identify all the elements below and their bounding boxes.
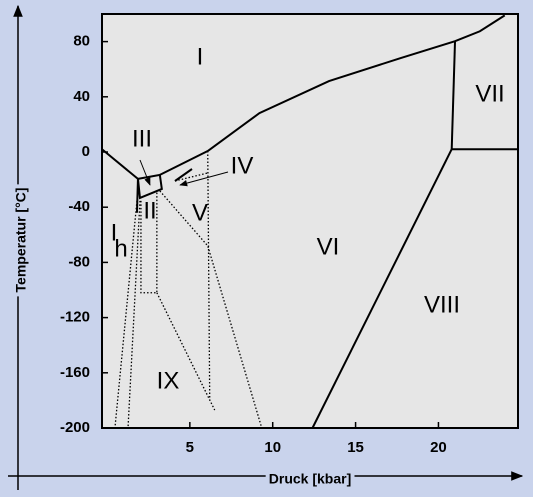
plot-frame — [101, 13, 519, 429]
arrow-iii — [139, 159, 151, 186]
x-tick-label: 20 — [430, 439, 447, 456]
y-tick-label: 80 — [73, 33, 90, 50]
y-tick-label: -40 — [68, 198, 90, 215]
arrow-iv — [179, 171, 229, 187]
phase-boundary — [114, 200, 138, 429]
phase-boundary — [450, 41, 457, 150]
phase-boundary — [207, 151, 211, 401]
phase-boundary — [136, 173, 163, 200]
region-label: I — [197, 43, 204, 70]
plot-area — [102, 14, 518, 428]
y-tick-label: -200 — [60, 419, 90, 436]
x-axis-label: Druck [kbar] — [269, 471, 351, 487]
region-label: VII — [475, 80, 504, 107]
y-tick-label: 40 — [73, 88, 90, 105]
x-tick-label: 10 — [264, 439, 281, 456]
region-label: III — [132, 125, 152, 152]
phase-boundary — [174, 172, 208, 182]
region-label: IV — [231, 152, 254, 179]
y-tick-label: 0 — [82, 143, 90, 160]
region-label: I — [111, 219, 118, 246]
y-tick-label: -160 — [60, 364, 90, 381]
y-axis-label: Temperatur [°C] — [13, 188, 29, 293]
y-tick-label: -120 — [60, 309, 90, 326]
phase-boundary — [159, 190, 263, 429]
phase-boundary — [135, 178, 139, 213]
phase-boundary — [127, 200, 141, 429]
arrows — [139, 159, 229, 187]
region-label: h — [114, 235, 127, 262]
y-tick-label: -80 — [68, 253, 90, 270]
region-label: IX — [157, 367, 180, 394]
region-label: VIII — [424, 291, 460, 318]
phase-boundary — [207, 14, 506, 152]
phase-boundary — [159, 150, 209, 176]
region-label: VI — [317, 233, 340, 260]
phase-boundary — [101, 148, 139, 180]
phase-boundary — [311, 148, 453, 429]
region-label: V — [192, 199, 208, 226]
x-tick-label: 5 — [186, 439, 194, 456]
x-tick-label: 15 — [347, 439, 364, 456]
v-marker — [174, 168, 193, 182]
phase-boundary — [140, 190, 158, 294]
phase-boundary — [156, 292, 216, 411]
region-label: II — [143, 197, 156, 224]
